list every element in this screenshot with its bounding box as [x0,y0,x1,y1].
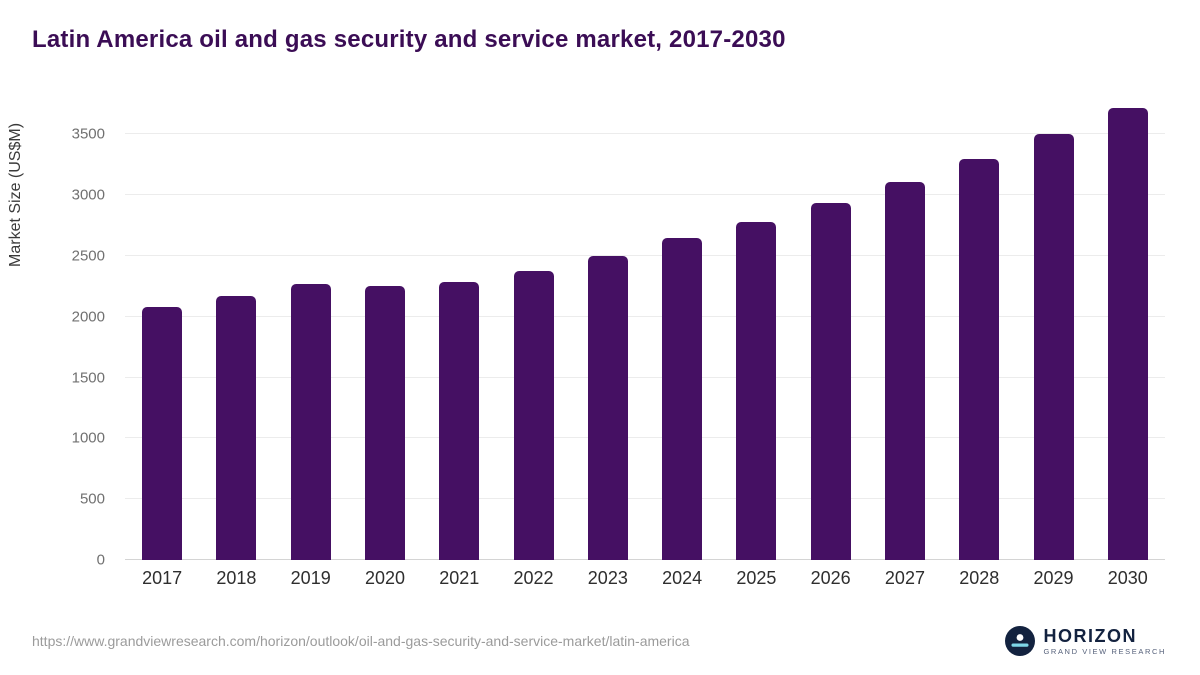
brand-logo: HORIZON GRAND VIEW RESEARCH [1004,626,1167,656]
bar-slot-2027 [868,98,942,560]
bar-series [125,98,1165,560]
y-axis-label: Market Size (US$M) [7,122,24,267]
y-tick-1000: 1000 [71,429,105,447]
y-axis-ticks: 0 500 1000 1500 2000 2500 3000 3500 [60,98,115,569]
x-tick-2024: 2024 [662,568,703,588]
footer: https://www.grandviewresearch.com/horizo… [0,613,1200,675]
gridline-1500 [125,376,1165,378]
gridline-3500 [125,133,1165,135]
bar-slot-2025 [719,98,793,560]
bar-2027 [884,181,925,560]
bar-2025 [736,222,777,560]
gridline-0 [125,559,1165,560]
source-url: https://www.grandviewresearch.com/horizo… [32,633,690,649]
y-tick-0: 0 [96,551,105,569]
gridline-500 [125,498,1165,500]
bar-2028 [959,158,1000,560]
bar-slot-2026 [794,98,868,560]
bar-2021 [439,281,480,560]
logo-text: HORIZON GRAND VIEW RESEARCH [1044,627,1167,656]
bar-slot-2019 [274,98,348,560]
bar-slot-2023 [571,98,645,560]
logo-name: HORIZON [1043,625,1137,646]
x-tick-2019: 2019 [290,568,331,588]
x-tick-2029: 2029 [1033,568,1074,588]
gridline-1000 [125,437,1165,439]
bar-2017 [142,307,183,560]
plot-area [125,98,1165,560]
y-tick-2000: 2000 [71,308,105,326]
horizon-logo-icon [1004,626,1035,656]
y-tick-2500: 2500 [71,247,105,265]
x-axis-ticks: 2017 2018 2019 2020 2021 2022 2023 2024 2025 2026… [125,568,1165,589]
bar-2022 [513,270,554,560]
x-tick-2028: 2028 [959,568,1000,588]
bar-2018 [216,296,257,560]
y-tick-3500: 3500 [71,125,105,143]
x-tick-2023: 2023 [587,568,628,588]
bar-slot-2017 [125,98,199,560]
bar-slot-2028 [942,98,1016,560]
bar-slot-2021 [422,98,496,560]
gridline-3000 [125,194,1165,196]
bar-2030 [1107,107,1148,560]
bar-slot-2030 [1091,98,1165,560]
x-tick-2021: 2021 [439,568,480,588]
bar-2024 [662,237,703,560]
bar-2029 [1033,134,1074,560]
x-tick-2027: 2027 [884,568,925,588]
gridline-2000 [125,315,1165,317]
y-tick-3000: 3000 [71,186,105,204]
bar-slot-2022 [496,98,570,560]
gridline-2500 [125,255,1165,257]
y-tick-1500: 1500 [71,369,105,387]
bar-2020 [364,286,405,560]
logo-subtitle: GRAND VIEW RESEARCH [1043,646,1166,656]
x-tick-2030: 2030 [1107,568,1148,588]
bar-slot-2029 [1016,98,1090,560]
chart-title: Latin America oil and gas security and s… [32,26,786,53]
bar-2019 [290,284,331,560]
x-tick-2018: 2018 [216,568,257,588]
x-tick-2025: 2025 [736,568,777,588]
bar-slot-2024 [645,98,719,560]
bar-slot-2018 [199,98,273,560]
bar-2023 [587,256,628,560]
bar-2026 [810,202,851,560]
y-tick-500: 500 [79,490,105,508]
x-tick-2020: 2020 [364,568,405,588]
bar-slot-2020 [348,98,422,560]
x-tick-2017: 2017 [142,568,183,588]
x-tick-2022: 2022 [513,568,554,588]
x-tick-2026: 2026 [810,568,851,588]
